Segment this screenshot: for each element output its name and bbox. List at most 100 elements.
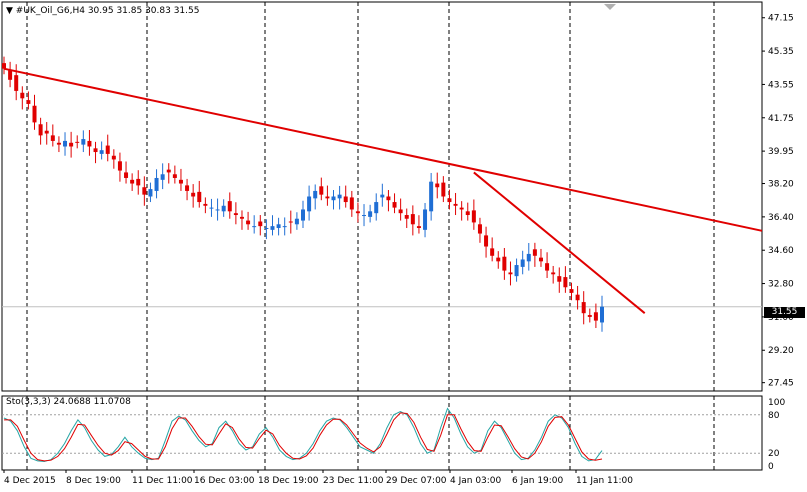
candle-body [81, 139, 86, 145]
candle-body [288, 221, 293, 223]
candle-body [111, 155, 116, 160]
price-tick-label: 39.95 [768, 147, 794, 157]
grid-layer [1, 1, 763, 471]
candle-body [252, 226, 257, 228]
candle-body [203, 203, 208, 206]
candle-body [520, 259, 525, 267]
symbol-header: ▼ #UK_Oil_G6,H4 30.95 31.85 30.83 31.55 [6, 6, 199, 17]
candle-body [404, 215, 409, 219]
candle-body [575, 294, 580, 301]
candle-body [551, 272, 556, 275]
candle-body [368, 211, 373, 217]
candle-body [44, 130, 49, 134]
candle-body [355, 211, 360, 214]
chart-shift-icon[interactable] [604, 4, 616, 10]
stoch-tick-label: 100 [768, 398, 785, 408]
trendline-layer[interactable] [3, 67, 763, 314]
stoch-tick-label: 80 [768, 411, 780, 421]
stoch-tick-label: 0 [768, 462, 774, 472]
trendline[interactable] [473, 171, 646, 314]
stoch-tick-label: 20 [768, 449, 780, 459]
time-tick-label: 18 Dec 19:00 [258, 476, 319, 486]
candle-body [270, 226, 275, 230]
candle-body [343, 196, 348, 203]
candle-body [32, 105, 37, 123]
price-tick-label: 32.80 [768, 280, 794, 290]
candle-body [50, 135, 55, 141]
candle-body [307, 196, 312, 212]
candle-body [215, 209, 220, 211]
time-tick-label: 16 Dec 03:00 [194, 476, 255, 486]
time-tick-label: 23 Dec 11:00 [323, 476, 384, 486]
candle-body [154, 177, 159, 191]
candle-body [319, 186, 324, 195]
candle-body [538, 257, 543, 262]
candle-body [166, 169, 171, 173]
candle-body [600, 306, 604, 323]
price-tick-label: 29.20 [768, 346, 794, 356]
candle-body [526, 253, 531, 262]
price-tick-label: 45.35 [768, 47, 794, 57]
candle-body [362, 215, 367, 217]
candle-body [374, 202, 379, 214]
candle-body [331, 196, 336, 201]
candle-body [398, 209, 403, 214]
candle-body [502, 256, 507, 271]
dropdown-icon[interactable]: ▼ [6, 6, 13, 16]
time-tick-label: 11 Dec 11:00 [132, 476, 193, 486]
stoch-signal-line [4, 412, 603, 462]
candle-body [557, 276, 562, 282]
candle-body [8, 70, 13, 80]
candle-body [593, 312, 598, 321]
symbol-line: #UK_Oil_G6,H4 30.95 31.85 30.83 31.55 [15, 6, 200, 16]
candle-body [514, 265, 519, 277]
candle-body [258, 221, 263, 227]
candle-body [484, 235, 489, 247]
time-tick-label: 11 Jan 11:00 [576, 476, 633, 486]
price-tick-label: 38.20 [768, 180, 794, 190]
candle-body [130, 179, 135, 184]
candle-body [185, 185, 190, 191]
candle-body [276, 224, 281, 228]
main-pane-border [1, 1, 763, 392]
candle-body [508, 272, 513, 275]
candle-body [63, 140, 68, 147]
candle-body [124, 172, 129, 178]
time-tick-label: 8 Dec 19:00 [66, 476, 121, 486]
candle-body [75, 141, 80, 143]
candle-body [429, 181, 434, 212]
candle-body [416, 226, 421, 228]
candle-body [69, 142, 74, 147]
candle-body [148, 189, 153, 197]
candle-body [380, 194, 385, 198]
candle-body [239, 216, 244, 219]
candle-body [545, 263, 550, 271]
time-tick-label: 4 Dec 2015 [4, 476, 56, 486]
candle-body [349, 197, 354, 210]
candle-body [569, 289, 574, 293]
candle-body [471, 210, 476, 223]
candle-body [435, 183, 440, 188]
candle-body [221, 205, 226, 212]
candle-body [105, 145, 110, 154]
trendline[interactable] [3, 67, 763, 232]
candle-body [453, 203, 458, 206]
indicator-header: Sto(3,3,3) 24.0688 11.0708 [6, 397, 131, 407]
candle-body [459, 207, 464, 210]
candle-layer [2, 56, 604, 332]
time-tick-label: 6 Jan 19:00 [512, 476, 564, 486]
candle-body [447, 198, 452, 203]
candle-body [172, 174, 177, 178]
candle-body [337, 194, 342, 199]
candle-body [246, 220, 251, 225]
candle-body [209, 207, 214, 209]
candle-body [264, 227, 269, 229]
candle-body [294, 218, 299, 225]
candle-body [477, 224, 482, 234]
stochastic-layer [3, 407, 603, 463]
candle-body [282, 226, 287, 228]
candle-body [87, 140, 92, 147]
candle-body [160, 174, 165, 180]
time-tick-label: 29 Dec 07:00 [386, 476, 447, 486]
